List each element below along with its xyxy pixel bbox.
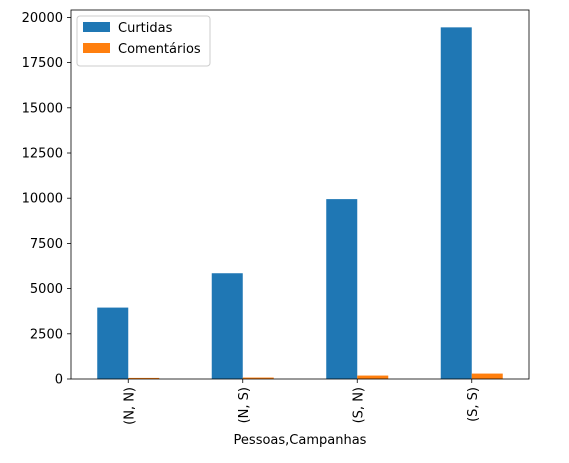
bar-curtidas-0 xyxy=(97,307,129,379)
y-axis: 0 2500 5000 7500 10000 12500 15000 17500 20000 xyxy=(22,11,71,388)
x-tick-label-2: (S, N) xyxy=(351,387,366,423)
x-axis-label: Pessoas,Campanhas xyxy=(234,433,367,448)
y-tick-label-4: 10000 xyxy=(22,192,63,207)
y-tick-label-3: 7500 xyxy=(30,237,63,252)
bar-comentarios-3 xyxy=(471,373,503,379)
x-tick-label-0: (N, N) xyxy=(122,387,137,425)
plot-frame xyxy=(70,9,530,380)
legend: Curtidas Comentários xyxy=(76,15,211,67)
x-axis: (N, N) (N, S) (S, N) (S, S) xyxy=(122,379,481,425)
y-tick-label-0: 0 xyxy=(55,373,63,388)
y-tick-label-2: 5000 xyxy=(30,282,63,297)
y-tick-label-5: 12500 xyxy=(22,147,63,162)
bar-curtidas-3 xyxy=(440,27,472,379)
legend-label-comentarios: Comentários xyxy=(118,42,201,57)
bars-group xyxy=(97,27,503,379)
bar-comentarios-2 xyxy=(357,375,389,379)
y-tick-label-1: 2500 xyxy=(30,327,63,342)
legend-swatch-curtidas xyxy=(83,22,110,32)
bar-comentarios-1 xyxy=(242,377,274,379)
x-tick-label-3: (S, S) xyxy=(466,387,481,422)
legend-box xyxy=(76,15,211,67)
bar-curtidas-1 xyxy=(211,273,243,379)
bar-comentarios-0 xyxy=(128,377,160,379)
legend-swatch-comentarios xyxy=(83,43,110,53)
x-tick-label-1: (N, S) xyxy=(237,387,252,423)
y-tick-label-7: 17500 xyxy=(22,56,63,71)
y-tick-label-6: 15000 xyxy=(22,101,63,116)
bar-curtidas-2 xyxy=(326,199,358,379)
legend-label-curtidas: Curtidas xyxy=(118,21,173,36)
y-tick-label-8: 20000 xyxy=(22,11,63,26)
